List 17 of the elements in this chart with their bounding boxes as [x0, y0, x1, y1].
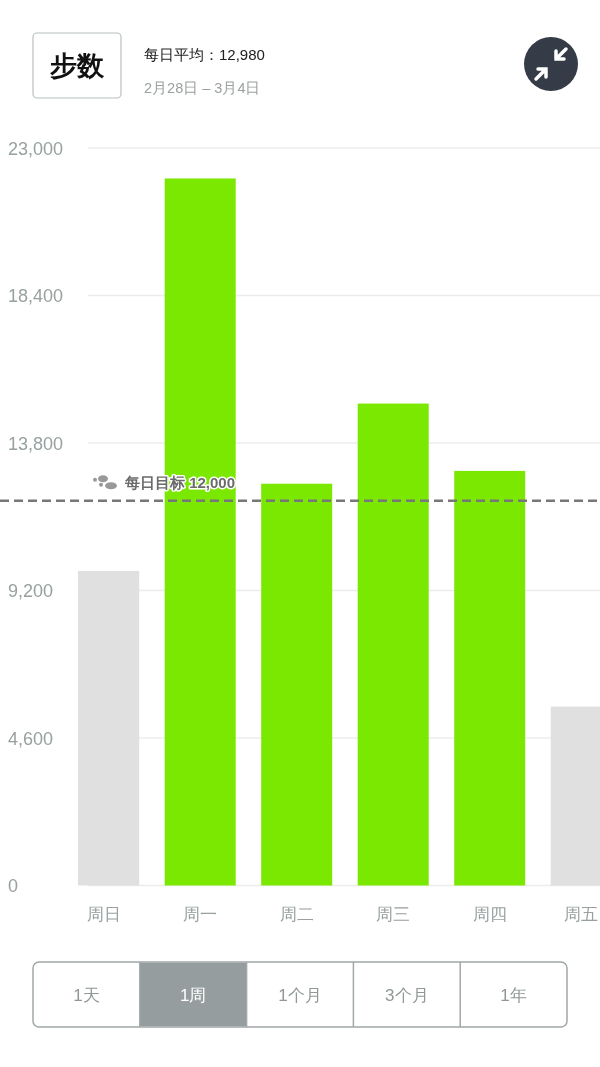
- y-tick-label: 18,400: [8, 286, 64, 307]
- x-tick-label: 周一: [183, 905, 218, 924]
- range-tabs: 1天 1周 1个月 3个月 1年: [32, 961, 568, 1028]
- y-tick-label: 4,600: [8, 728, 54, 749]
- text: 2月28日 – 3月4日: [144, 80, 261, 96]
- y-tick-label: 13,800: [8, 433, 64, 454]
- chart-subtitle: 每日平均：12,980: [144, 46, 265, 63]
- y-tick-label: 9,200: [8, 581, 54, 602]
- x-tick-label: 周二: [279, 905, 314, 924]
- x-tick-label: 周日: [86, 905, 121, 924]
- x-tick-label: 周三: [376, 905, 411, 924]
- title-button: 步数: [32, 32, 122, 99]
- x-tick-label: 周四: [472, 905, 507, 924]
- x-tick-label: 周五: [564, 905, 598, 924]
- chart-title: 步数: [50, 51, 105, 81]
- y-tick-label: 0: [8, 876, 19, 897]
- y-tick-label: 23,000: [8, 138, 64, 159]
